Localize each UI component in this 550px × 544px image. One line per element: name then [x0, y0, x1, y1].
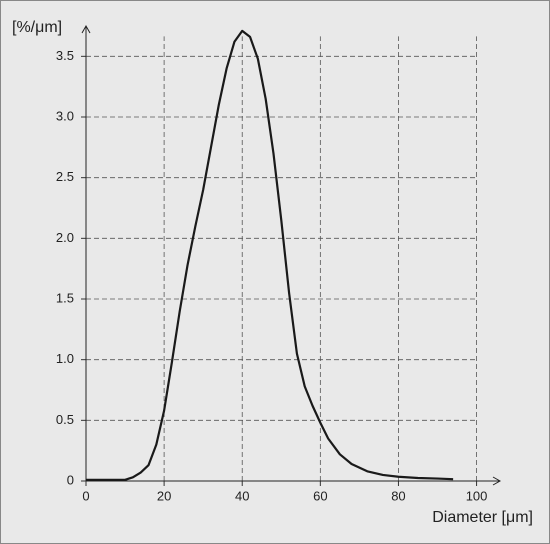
y-tick-label: 2.0	[56, 230, 74, 245]
y-tick-label: 0.5	[56, 412, 74, 427]
y-tick-label: 3.0	[56, 108, 74, 123]
y-tick-label: 1.0	[56, 351, 74, 366]
x-tick-label: 80	[391, 488, 405, 503]
x-axis-arrow	[492, 476, 502, 486]
x-tick-label: 20	[157, 488, 171, 503]
y-axis-title: [%/μm]	[12, 19, 62, 36]
data-line	[86, 29, 454, 481]
y-axis-arrow	[81, 24, 91, 34]
y-tick-label: 0	[67, 472, 74, 487]
y-tick-label: 3.5	[56, 48, 74, 63]
y-tick-label: 2.5	[56, 169, 74, 184]
x-axis-title: Diameter [μm]	[432, 509, 533, 526]
x-tick-label: 0	[82, 488, 89, 503]
x-tick-label: 60	[313, 488, 327, 503]
y-tick-label: 1.5	[56, 290, 74, 305]
x-tick-label: 40	[235, 488, 249, 503]
x-tick-label: 100	[466, 488, 488, 503]
